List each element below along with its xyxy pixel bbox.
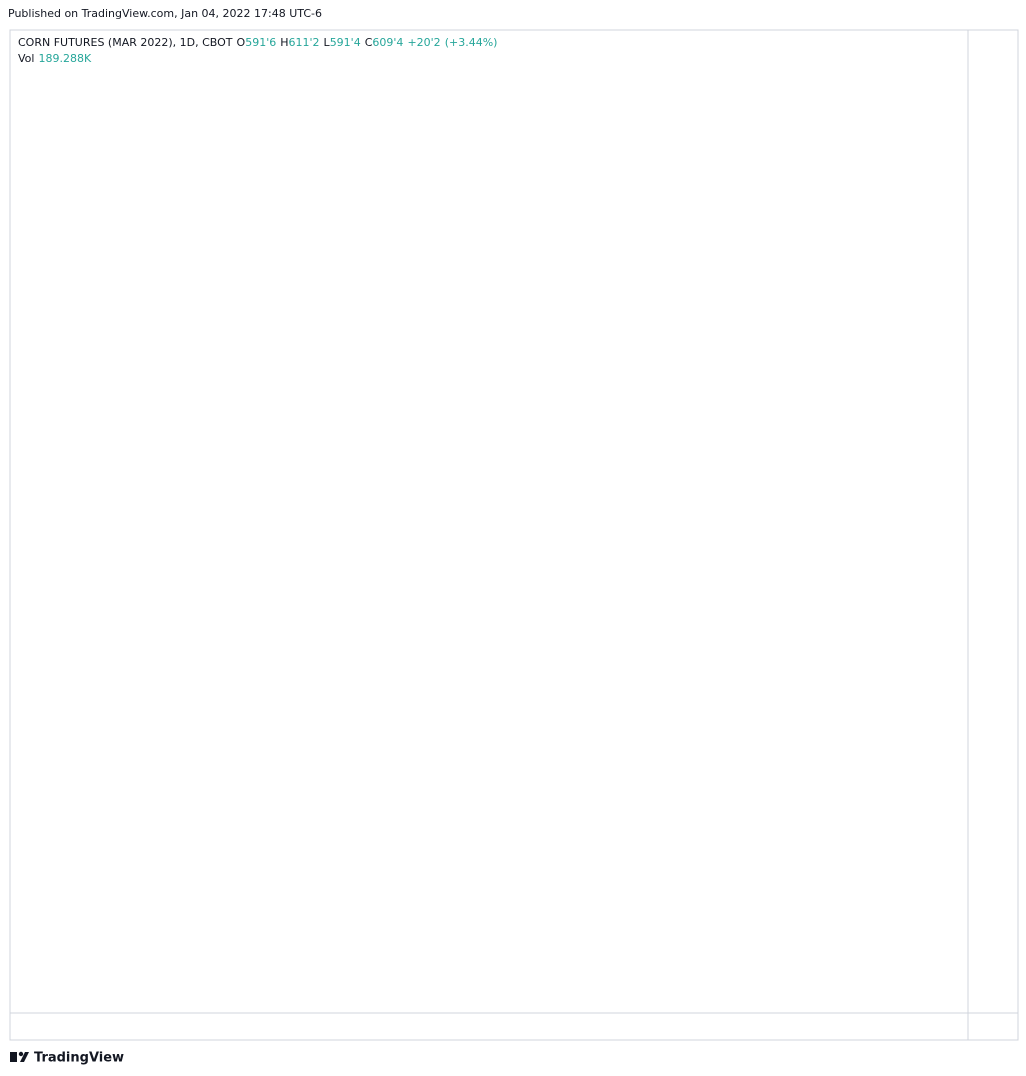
- published-note: Published on TradingView.com, Jan 04, 20…: [8, 7, 322, 20]
- legend-key: C: [364, 36, 373, 49]
- legend-value: 609'4: [372, 36, 404, 49]
- legend-value: 591'4: [329, 36, 361, 49]
- legend-key: L: [323, 36, 330, 49]
- logo: [10, 1051, 29, 1062]
- legend-value: 591'6: [245, 36, 277, 49]
- chart-frame: [9, 29, 1019, 1041]
- legend-title: CORN FUTURES (MAR 2022), 1D, CBOT: [18, 36, 233, 49]
- brand: TradingView: [34, 1051, 124, 1066]
- legend-value: 611'2: [288, 36, 320, 49]
- legend-change-pct: (+3.44%): [444, 36, 498, 49]
- legend-change: +20'2: [407, 36, 441, 49]
- legend-key: O: [236, 36, 246, 49]
- volume-key: Vol: [18, 52, 35, 65]
- legend: CORN FUTURES (MAR 2022), 1D, CBOT O591'6 H…: [18, 36, 501, 49]
- legend-key: H: [280, 36, 289, 49]
- volume-value: 189.288K: [38, 52, 92, 65]
- volume-legend: Vol 189.288K: [18, 52, 95, 65]
